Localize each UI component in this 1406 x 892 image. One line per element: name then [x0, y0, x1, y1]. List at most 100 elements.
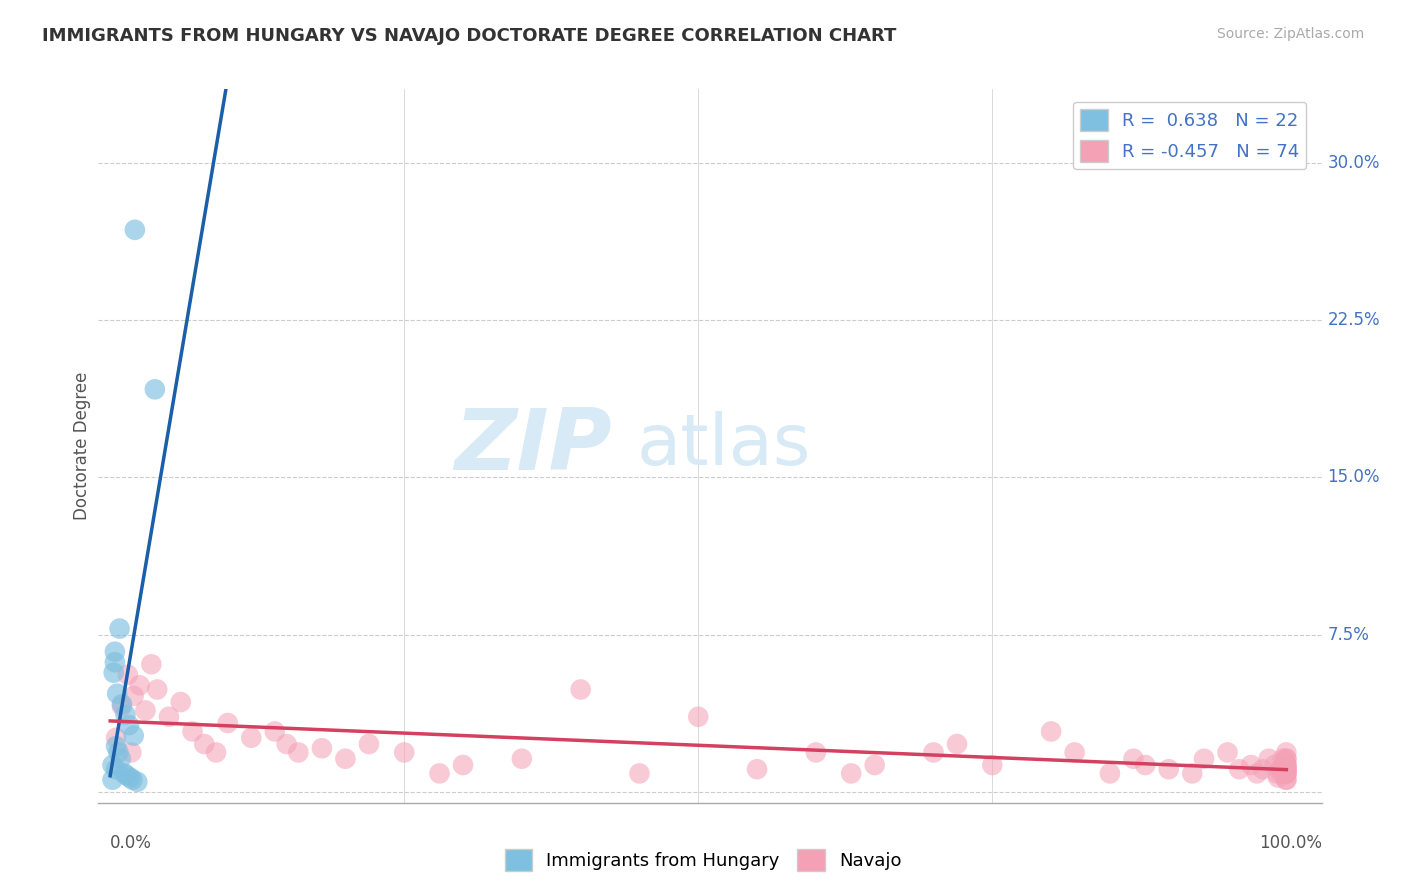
Point: [120, 746, 142, 760]
Point: [1275, 746, 1298, 760]
Point: [157, 710, 180, 724]
Text: 0.0%: 0.0%: [110, 834, 152, 852]
Point: [107, 746, 129, 760]
Point: [569, 682, 592, 697]
Point: [146, 682, 169, 697]
Point: [1098, 766, 1121, 780]
Point: [205, 746, 228, 760]
Point: [105, 687, 128, 701]
Point: [1275, 766, 1298, 780]
Point: [1275, 772, 1298, 787]
Point: [688, 710, 710, 724]
Point: [745, 762, 768, 776]
Point: [981, 758, 1004, 772]
Point: [1275, 752, 1298, 766]
Point: [1275, 752, 1298, 766]
Point: [392, 746, 416, 760]
Point: [118, 718, 141, 732]
Point: [429, 766, 451, 780]
Point: [1181, 766, 1204, 780]
Text: IMMIGRANTS FROM HUNGARY VS NAVAJO DOCTORATE DEGREE CORRELATION CHART: IMMIGRANTS FROM HUNGARY VS NAVAJO DOCTOR…: [42, 27, 897, 45]
Point: [128, 678, 150, 692]
Point: [1192, 752, 1215, 766]
Point: [1246, 766, 1268, 780]
Text: 100.0%: 100.0%: [1258, 834, 1322, 852]
Point: [122, 689, 145, 703]
Point: [357, 737, 380, 751]
Point: [103, 665, 125, 680]
Point: [276, 737, 298, 751]
Point: [111, 699, 134, 714]
Point: [181, 724, 204, 739]
Point: [510, 752, 533, 766]
Point: [263, 724, 285, 739]
Point: [121, 772, 143, 787]
Legend: R =  0.638   N = 22, R = -0.457   N = 74: R = 0.638 N = 22, R = -0.457 N = 74: [1073, 102, 1306, 169]
Text: atlas: atlas: [637, 411, 811, 481]
Point: [124, 223, 146, 237]
Y-axis label: Doctorate Degree: Doctorate Degree: [73, 372, 91, 520]
Point: [122, 729, 145, 743]
Text: ZIP: ZIP: [454, 404, 612, 488]
Point: [1063, 746, 1085, 760]
Text: 30.0%: 30.0%: [1327, 153, 1381, 171]
Point: [1122, 752, 1144, 766]
Point: [1270, 762, 1292, 776]
Point: [1275, 758, 1298, 772]
Point: [105, 762, 128, 776]
Point: [1275, 758, 1298, 772]
Point: [1216, 746, 1239, 760]
Point: [143, 382, 166, 396]
Point: [1251, 762, 1274, 776]
Point: [1257, 752, 1279, 766]
Point: [1271, 766, 1294, 780]
Point: [1274, 766, 1296, 780]
Point: [111, 697, 134, 711]
Point: [101, 772, 124, 787]
Point: [217, 716, 239, 731]
Point: [1275, 766, 1298, 780]
Point: [1271, 752, 1294, 766]
Point: [101, 758, 124, 772]
Point: [1275, 758, 1298, 772]
Point: [287, 746, 309, 760]
Point: [193, 737, 215, 751]
Point: [112, 766, 135, 780]
Point: [240, 731, 263, 745]
Point: [114, 707, 136, 722]
Text: 15.0%: 15.0%: [1327, 468, 1381, 486]
Point: [1275, 762, 1298, 776]
Point: [110, 752, 132, 766]
Point: [127, 774, 149, 789]
Point: [946, 737, 969, 751]
Text: 7.5%: 7.5%: [1327, 626, 1369, 644]
Text: 22.5%: 22.5%: [1327, 311, 1381, 329]
Point: [1264, 758, 1286, 772]
Point: [108, 622, 131, 636]
Legend: Immigrants from Hungary, Navajo: Immigrants from Hungary, Navajo: [498, 842, 908, 879]
Point: [104, 645, 127, 659]
Point: [141, 657, 163, 672]
Point: [1275, 766, 1298, 780]
Point: [1275, 766, 1298, 780]
Point: [170, 695, 193, 709]
Point: [120, 771, 142, 785]
Point: [1227, 762, 1250, 776]
Point: [115, 768, 138, 782]
Point: [311, 741, 333, 756]
Point: [628, 766, 651, 780]
Point: [1240, 758, 1263, 772]
Point: [117, 667, 139, 681]
Point: [134, 703, 156, 717]
Point: [839, 766, 862, 780]
Point: [1272, 758, 1295, 772]
Point: [105, 731, 128, 745]
Point: [335, 752, 357, 766]
Point: [1157, 762, 1180, 776]
Point: [104, 655, 127, 669]
Point: [1275, 762, 1298, 776]
Point: [1275, 762, 1298, 776]
Point: [1267, 771, 1289, 785]
Point: [1275, 762, 1298, 776]
Point: [1135, 758, 1157, 772]
